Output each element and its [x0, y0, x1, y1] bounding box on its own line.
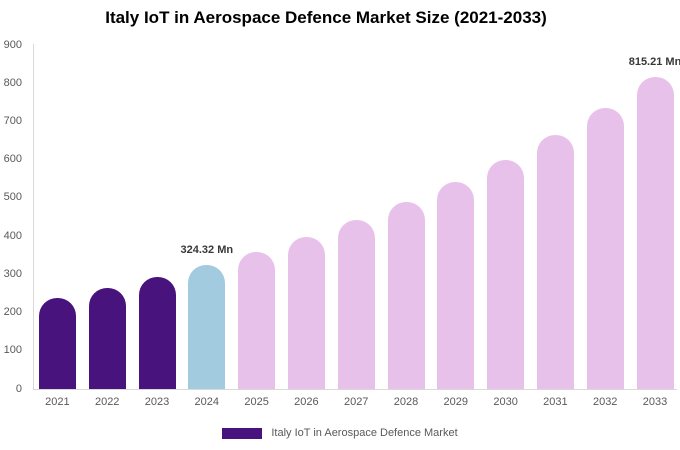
y-tick-0: 0: [15, 382, 22, 395]
x-tick-2022: 2022: [94, 396, 120, 408]
y-tick-400: 400: [3, 229, 22, 242]
y-tick-600: 600: [3, 153, 22, 166]
x-tick-2024: 2024: [194, 396, 220, 408]
x-axis-line: [33, 389, 677, 390]
bar-2033[interactable]: [636, 77, 674, 389]
bar-2024[interactable]: [188, 265, 226, 389]
legend-swatch: [222, 427, 263, 439]
bar-2026[interactable]: [287, 236, 325, 389]
y-tick-900: 900: [3, 38, 22, 51]
y-tick-200: 200: [3, 306, 22, 319]
y-axis-line: [33, 44, 34, 389]
x-tick-2031: 2031: [543, 396, 568, 408]
bar-value-label-2024: 324.32 Mn: [180, 244, 234, 257]
legend-item[interactable]: Italy IoT in Aerospace Defence Market: [0, 426, 680, 440]
y-tick-300: 300: [3, 267, 22, 280]
x-tick-2026: 2026: [294, 396, 319, 408]
bar-2023[interactable]: [138, 277, 176, 389]
x-tick-2028: 2028: [393, 396, 419, 408]
y-tick-800: 800: [3, 76, 22, 89]
bar-2029[interactable]: [437, 182, 475, 389]
x-tick-2021: 2021: [45, 396, 70, 408]
bar-2021[interactable]: [38, 297, 76, 389]
x-tick-2027: 2027: [343, 396, 369, 408]
bar-2031[interactable]: [536, 135, 574, 389]
chart-title: Italy IoT in Aerospace Defence Market Si…: [105, 8, 547, 27]
bar-2022[interactable]: [88, 287, 126, 389]
bar-2025[interactable]: [238, 251, 276, 389]
bar-2030[interactable]: [487, 159, 525, 389]
x-tick-2033: 2033: [642, 396, 668, 408]
x-tick-2032: 2032: [592, 396, 618, 408]
x-tick-2025: 2025: [244, 396, 269, 408]
bar-2027[interactable]: [337, 220, 375, 389]
x-tick-2030: 2030: [493, 396, 518, 408]
bar-2032[interactable]: [586, 107, 624, 389]
bar-2028[interactable]: [387, 202, 425, 389]
y-tick-500: 500: [3, 191, 22, 204]
legend-label: Italy IoT in Aerospace Defence Market: [271, 427, 458, 439]
bar-value-label-2033: 815.21 Mn: [628, 56, 680, 69]
x-tick-2023: 2023: [144, 396, 170, 408]
y-tick-700: 700: [3, 114, 22, 127]
x-tick-2029: 2029: [443, 396, 469, 408]
y-tick-100: 100: [3, 344, 22, 357]
